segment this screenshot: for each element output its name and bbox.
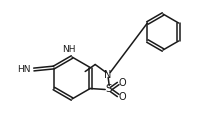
Text: O: O (118, 91, 125, 102)
Text: S: S (105, 84, 112, 95)
Text: O: O (118, 77, 125, 88)
Text: NH: NH (62, 46, 75, 55)
Text: N: N (104, 70, 111, 79)
Text: HN: HN (17, 65, 30, 74)
